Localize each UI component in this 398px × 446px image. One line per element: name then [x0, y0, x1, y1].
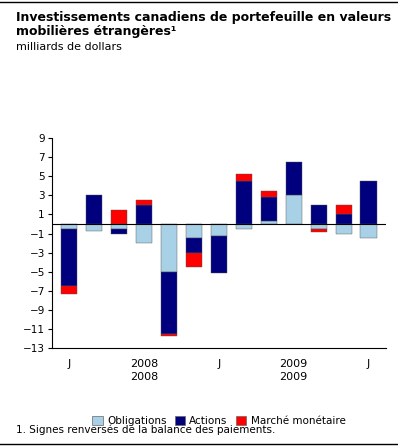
Bar [211, 236, 227, 273]
Text: 2008: 2008 [130, 372, 158, 382]
Bar [186, 224, 202, 238]
Text: J: J [367, 359, 370, 369]
Bar [161, 272, 177, 334]
Bar [310, 224, 327, 229]
Bar [361, 181, 377, 224]
Text: 2009: 2009 [280, 372, 308, 382]
Text: 1. Signes renversés de la balance des paiements.: 1. Signes renversés de la balance des pa… [16, 424, 275, 435]
Bar [111, 224, 127, 229]
Bar [136, 224, 152, 243]
Text: 2008: 2008 [130, 359, 158, 369]
Bar [186, 238, 202, 252]
Text: Investissements canadiens de portefeuille en valeurs: Investissements canadiens de portefeuill… [16, 11, 391, 24]
Bar [236, 181, 252, 224]
Text: 2009: 2009 [280, 359, 308, 369]
Bar [261, 221, 277, 224]
Bar [336, 215, 352, 224]
Bar [336, 224, 352, 234]
Bar [236, 173, 252, 181]
Bar [261, 197, 277, 221]
Bar [310, 205, 327, 224]
Bar [236, 224, 252, 229]
Bar [161, 334, 177, 336]
Bar [111, 210, 127, 224]
Bar [111, 229, 127, 234]
Legend: Obligations, Actions, Marché monétaire: Obligations, Actions, Marché monétaire [88, 412, 350, 430]
Bar [186, 252, 202, 267]
Bar [310, 229, 327, 231]
Bar [86, 195, 102, 224]
Bar [286, 195, 302, 224]
Bar [86, 224, 102, 231]
Bar [336, 205, 352, 215]
Bar [161, 224, 177, 272]
Text: milliards de dollars: milliards de dollars [16, 42, 122, 52]
Bar [136, 200, 152, 205]
Bar [361, 224, 377, 238]
Bar [211, 224, 227, 236]
Text: mobilières étrangères¹: mobilières étrangères¹ [16, 25, 176, 37]
Bar [61, 224, 77, 229]
Bar [286, 162, 302, 195]
Bar [61, 229, 77, 286]
Bar [136, 205, 152, 224]
Bar [261, 191, 277, 197]
Text: J: J [68, 359, 71, 369]
Bar [61, 286, 77, 293]
Text: J: J [217, 359, 220, 369]
